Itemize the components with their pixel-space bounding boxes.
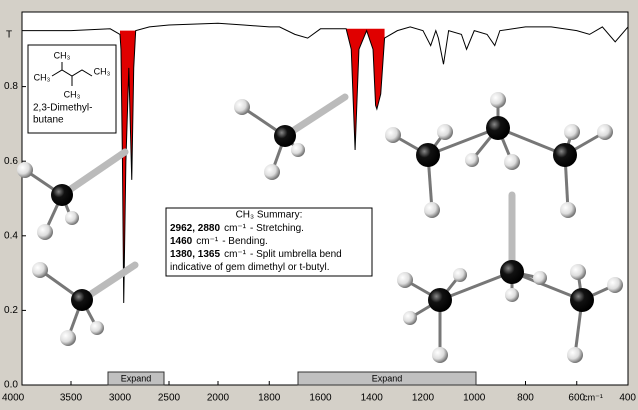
summary-title: CH₃ Summary: [236, 210, 303, 221]
x-tick-label: 400 [619, 393, 636, 404]
x-tick-label: 2500 [158, 393, 181, 404]
button-frame[interactable] [107, 371, 165, 386]
x-tick-label: 600 [568, 393, 585, 404]
button-label[interactable]: Expand [121, 373, 152, 383]
compound-name: butane [33, 115, 64, 126]
group-label: CH₃ [94, 66, 111, 76]
butane-model [385, 92, 613, 218]
group-label: CH₃ [64, 89, 81, 99]
x-tick-label: 800 [517, 393, 534, 404]
summary-frame [165, 207, 373, 277]
x-tick-label: 1600 [309, 393, 332, 404]
summary-unit: cm⁻¹ [224, 223, 247, 234]
summary-text: - Bending. [222, 236, 268, 247]
expand-button[interactable]: Expand [297, 371, 477, 386]
methyl-model [17, 148, 129, 240]
x-tick-label: 3000 [109, 393, 132, 404]
x-tick-label: 1000 [463, 393, 486, 404]
button-label[interactable]: Expand [372, 373, 403, 383]
structure-frame [27, 44, 117, 134]
structure-box: CH₃ CH₃ CH₃ CH₃ 2,3-Dimethyl- butane [27, 44, 117, 134]
x-axis-title: cm⁻¹ [583, 392, 603, 402]
molecule-models [17, 92, 623, 363]
methyl-model [234, 93, 349, 180]
summary-text: - Stretching. [250, 223, 304, 234]
summary-unit: cm⁻¹ [224, 249, 247, 260]
y-tick-label: 0.6 [4, 156, 18, 167]
summary-line: indicative of gem dimethyl or t-butyl. [170, 262, 330, 273]
y-tick-label: 0.8 [4, 81, 18, 92]
group-label: CH₃ [54, 50, 71, 60]
summary-line: 2962, 2880 cm⁻¹ - Stretching. [170, 223, 304, 234]
summary-text: - Split umbrella bend [250, 249, 342, 260]
summary-line: 1380, 1365 cm⁻¹ - Split umbrella bend [170, 249, 342, 260]
x-tick-label: 2000 [207, 393, 230, 404]
y-tick-label: 0.2 [4, 305, 18, 316]
summary-box: CH₃ Summary: 2962, 2880 cm⁻¹ - Stretching.… [165, 207, 373, 277]
x-tick-label: 1800 [258, 393, 281, 404]
summary-text: indicative of gem dimethyl or t-butyl. [170, 262, 330, 273]
y-tick-label: 0.4 [4, 230, 18, 241]
methyl-model [32, 261, 139, 346]
compound-name: 2,3-Dimethyl- [33, 103, 92, 114]
x-tick-label: 3500 [60, 393, 83, 404]
butane-model [397, 191, 623, 363]
x-tick-label: 1200 [412, 393, 435, 404]
summary-values: 2962, 2880 [170, 223, 220, 234]
spectrum [22, 22, 629, 303]
x-tick-label: 1400 [361, 393, 384, 404]
y-axis-title: T [6, 30, 12, 41]
x-tick-label: 4000 [2, 393, 25, 404]
button-frame[interactable] [297, 371, 477, 386]
highlight-peak [120, 30, 136, 303]
highlight-peak [346, 28, 385, 151]
summary-values: 1460 [170, 236, 193, 247]
expand-button[interactable]: Expand [107, 371, 165, 386]
y-tick-label: 0.0 [4, 380, 18, 391]
group-label: CH₃ [34, 72, 51, 82]
summary-lines: 2962, 2880 cm⁻¹ - Stretching.1460 cm⁻¹ - Ben… [170, 223, 342, 273]
summary-unit: cm⁻¹ [196, 236, 219, 247]
summary-line: 1460 cm⁻¹ - Bending. [170, 236, 268, 247]
summary-values: 1380, 1365 [170, 249, 220, 260]
spectrum-line [22, 22, 629, 303]
